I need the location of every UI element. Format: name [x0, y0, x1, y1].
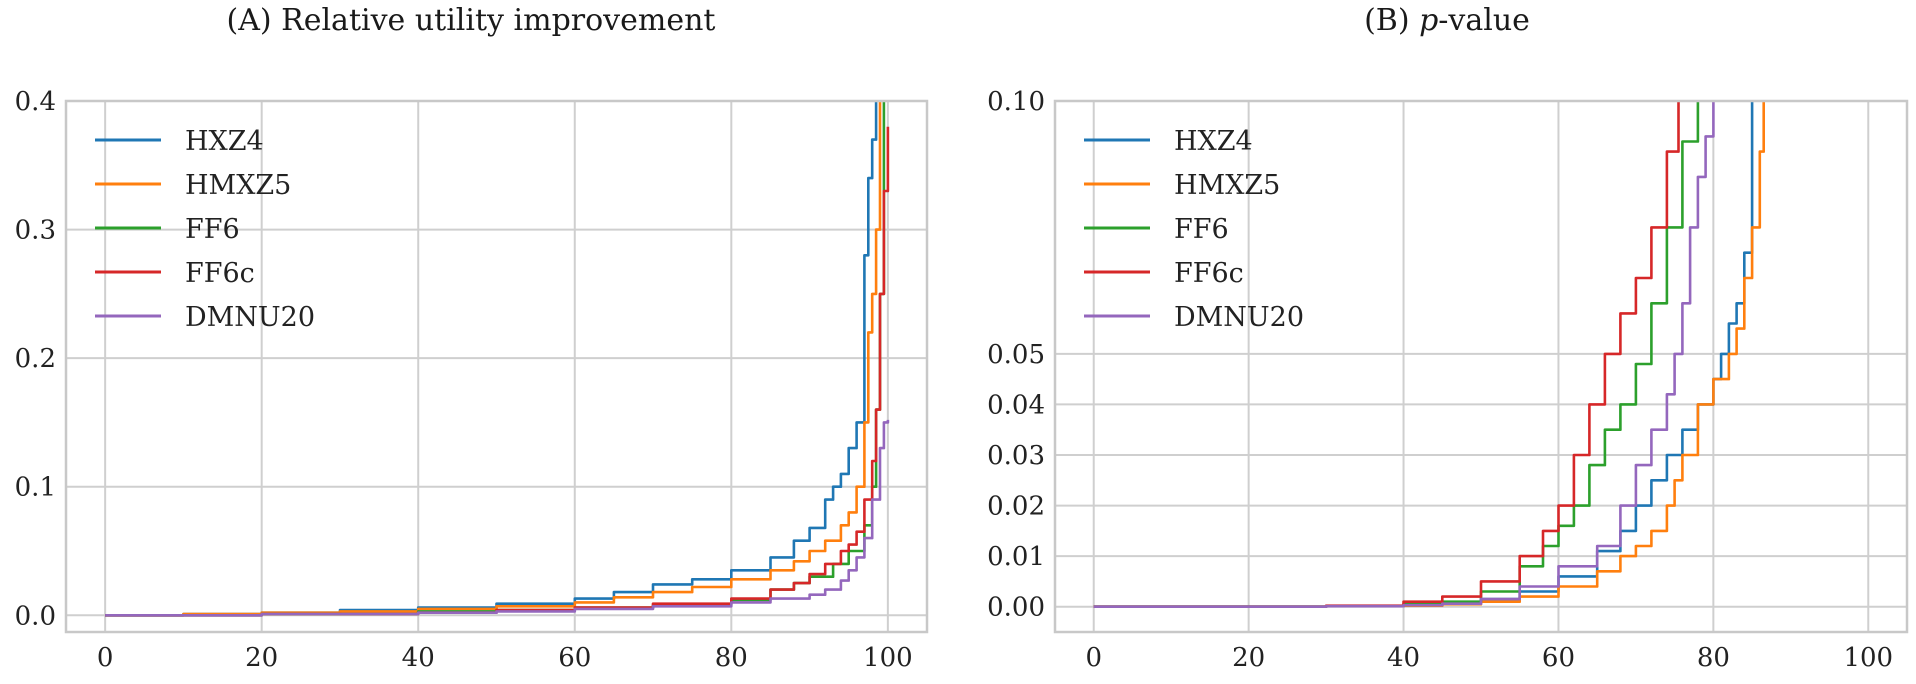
panel-a: (A) Relative utility improvement 0 20 40 60… [15, 3, 929, 673]
panel-b-legend-label-2: FF6 [1174, 214, 1229, 245]
panel-b-series-dmnu20 [1093, 101, 1715, 608]
panel-a-legend-label-0: HXZ4 [185, 126, 264, 157]
panel-b-legend-label-1: HMXZ5 [1174, 170, 1280, 201]
panel-a-xtick-5: 100 [863, 643, 913, 673]
panel-b-ytick-0: 0.00 [987, 593, 1045, 623]
panel-b-title-prefix: (B) [1364, 3, 1419, 38]
panel-a-ticks: 0 20 40 60 80 100 0.0 0.1 0.2 0.3 0.4 [15, 87, 913, 673]
panel-b-xtick-2: 40 [1387, 643, 1420, 673]
panel-b-title-italic: p [1419, 3, 1438, 38]
panel-b-frame [1053, 99, 1909, 634]
panel-a-legend-label-4: DMNU20 [185, 302, 315, 333]
panel-a-series [105, 101, 890, 617]
panel-b-ytick-4: 0.04 [987, 390, 1045, 420]
panel-b-xtick-3: 60 [1542, 643, 1575, 673]
panel-b-ticks: 0 20 40 60 80 100 0.00 0.01 0.02 0.03 0.04 0.05 0.10 [987, 87, 1893, 673]
panel-a-ytick-1: 0.1 [15, 473, 56, 503]
panel-a-title: (A) Relative utility improvement [227, 3, 716, 38]
panel-a-ytick-2: 0.2 [15, 344, 56, 374]
panel-a-legend: HXZ4 HMXZ5 FF6 FF6c DMNU20 [95, 126, 315, 333]
panel-a-ytick-4: 0.4 [15, 87, 56, 117]
panel-b-ytick-3: 0.03 [987, 441, 1045, 471]
panel-b-ytick-5: 0.05 [987, 340, 1045, 370]
panel-a-legend-label-3: FF6c [185, 258, 255, 289]
panel-b-ytick-2: 0.02 [987, 492, 1045, 522]
panel-b-series-ff6c [1093, 101, 1680, 608]
panel-a-xtick-0: 0 [97, 643, 114, 673]
panel-b-series [1093, 101, 1765, 608]
panel-a-legend-label-2: FF6 [185, 214, 240, 245]
panel-b-ytick-6: 0.10 [987, 87, 1045, 117]
panel-b-xtick-5: 100 [1843, 643, 1893, 673]
panel-b-xtick-0: 0 [1085, 643, 1102, 673]
panel-b: (B) p-value 0 20 40 60 80 100 0.00 0.01 0.02 0.03… [987, 3, 1909, 673]
panel-b-legend-label-4: DMNU20 [1174, 302, 1304, 333]
panel-b-xtick-4: 80 [1697, 643, 1730, 673]
panel-b-legend: HXZ4 HMXZ5 FF6 FF6c DMNU20 [1084, 126, 1304, 333]
panel-b-title-suffix: -value [1438, 3, 1530, 38]
panel-b-xtick-1: 20 [1232, 643, 1265, 673]
panel-a-xtick-4: 80 [715, 643, 748, 673]
panel-b-legend-label-0: HXZ4 [1174, 126, 1253, 157]
panel-a-series-ff6c [105, 126, 890, 617]
panel-b-ytick-1: 0.01 [987, 542, 1045, 572]
panel-a-ytick-0: 0.0 [15, 601, 56, 631]
panel-a-xtick-3: 60 [558, 643, 591, 673]
panel-b-legend-label-3: FF6c [1174, 258, 1244, 289]
panel-a-legend-label-1: HMXZ5 [185, 170, 291, 201]
panel-a-xtick-1: 20 [245, 643, 278, 673]
panel-a-xtick-2: 40 [402, 643, 435, 673]
panel-a-frame [64, 99, 929, 634]
panel-a-series-dmnu20 [105, 419, 890, 617]
panel-a-ytick-3: 0.3 [15, 216, 56, 246]
panel-b-title: (B) p-value [1364, 3, 1530, 38]
